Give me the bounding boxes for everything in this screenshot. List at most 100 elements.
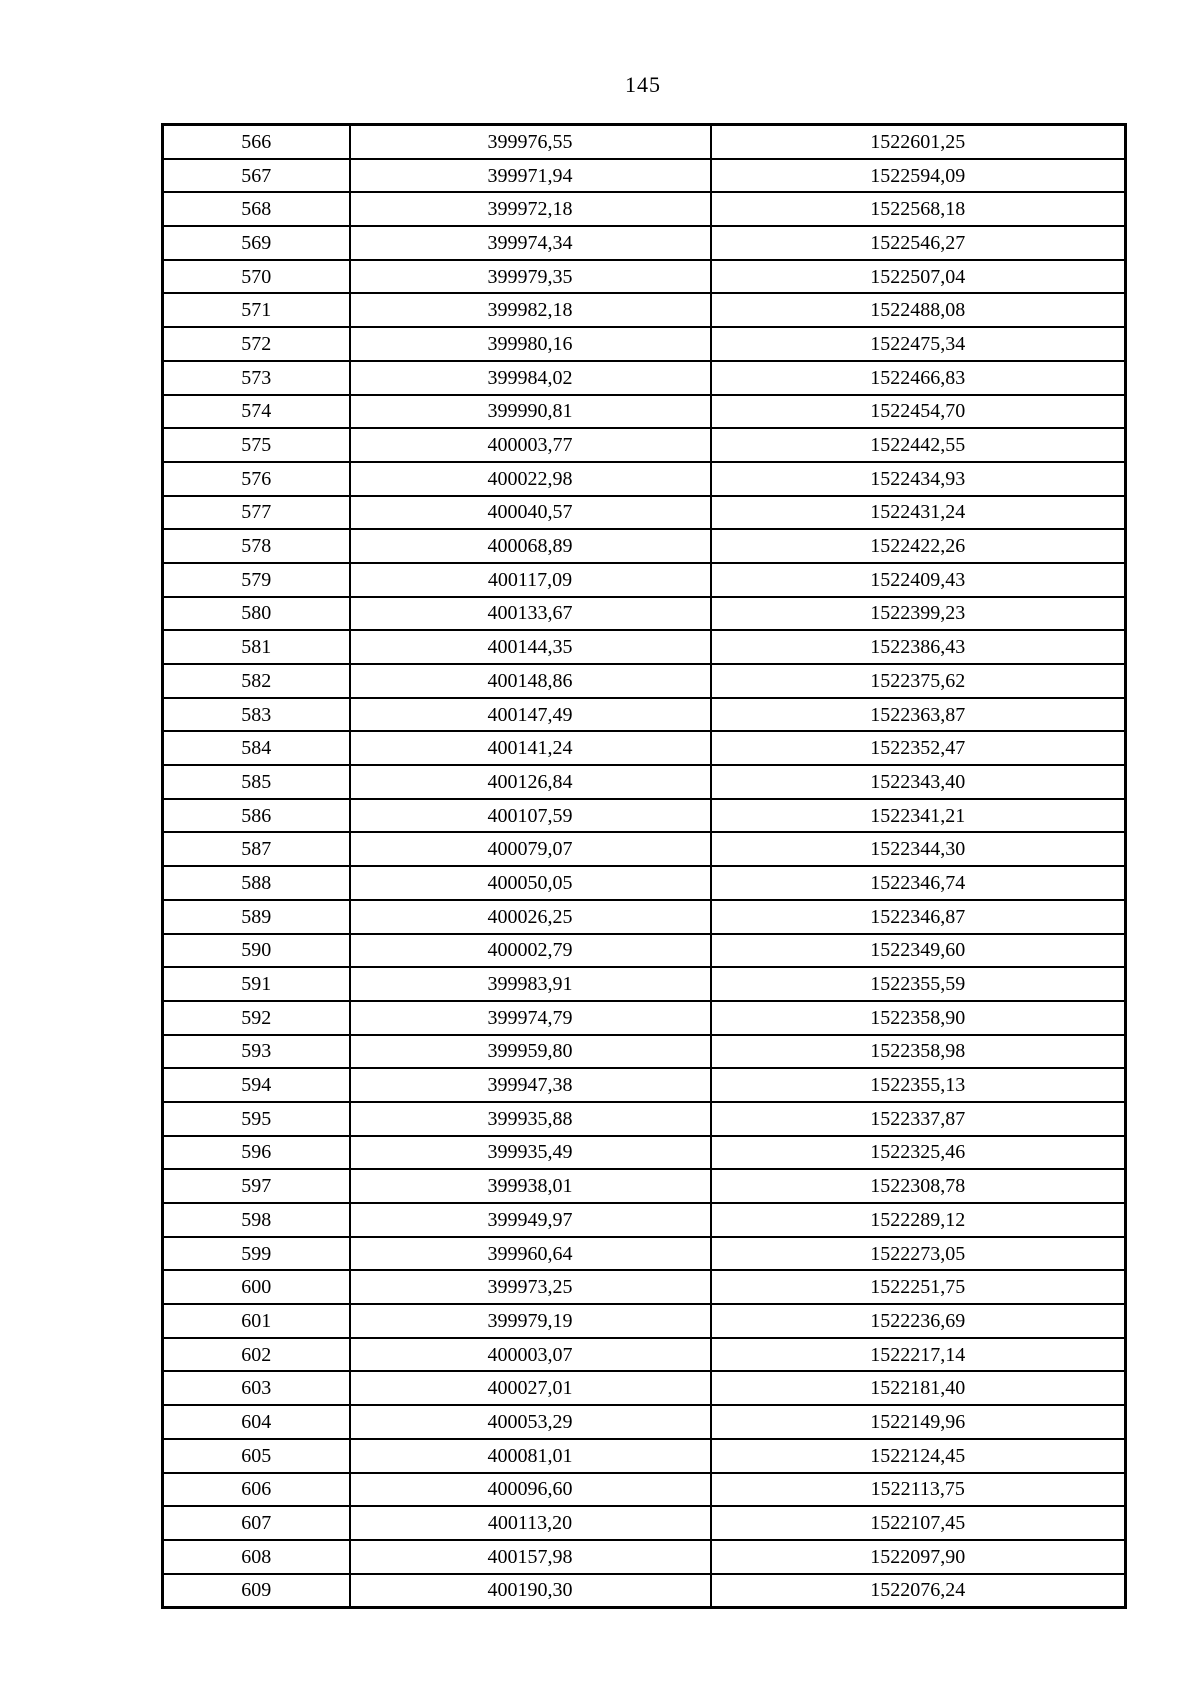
table-row: 592 399974,79 1522358,90 bbox=[161, 999, 1127, 1036]
table-row: 574 399990,81 1522454,70 bbox=[161, 393, 1127, 430]
table-row: 568 399972,18 1522568,18 bbox=[161, 191, 1127, 228]
coordinates-table: 566 399976,55 1522601,25 567 399971,94 152259… bbox=[161, 123, 1127, 1610]
cell-x-coordinate: 400079,07 bbox=[348, 831, 712, 868]
cell-x-coordinate: 400040,57 bbox=[348, 494, 712, 531]
cell-y-coordinate: 1522149,96 bbox=[709, 1404, 1127, 1440]
table-row: 594 399947,38 1522355,13 bbox=[161, 1067, 1127, 1103]
cell-x-coordinate: 399973,25 bbox=[348, 1269, 712, 1306]
table-row: 609 400190,30 1522076,24 bbox=[161, 1572, 1127, 1609]
table-row: 597 399938,01 1522308,78 bbox=[161, 1168, 1127, 1204]
cell-y-coordinate: 1522546,27 bbox=[709, 225, 1127, 261]
cell-point-no: 579 bbox=[161, 561, 351, 598]
table-row: 583 400147,49 1522363,87 bbox=[161, 696, 1127, 733]
cell-y-coordinate: 1522358,98 bbox=[709, 1033, 1127, 1070]
cell-point-no: 600 bbox=[161, 1269, 351, 1306]
cell-x-coordinate: 400147,49 bbox=[348, 696, 712, 733]
cell-point-no: 587 bbox=[161, 831, 351, 868]
cell-x-coordinate: 399976,55 bbox=[348, 123, 712, 160]
cell-x-coordinate: 399960,64 bbox=[348, 1235, 712, 1272]
cell-y-coordinate: 1522181,40 bbox=[709, 1370, 1127, 1407]
cell-y-coordinate: 1522236,69 bbox=[709, 1303, 1127, 1339]
cell-x-coordinate: 400022,98 bbox=[348, 460, 712, 497]
cell-y-coordinate: 1522434,93 bbox=[709, 460, 1127, 497]
cell-point-no: 590 bbox=[161, 932, 351, 969]
table-row: 579 400117,09 1522409,43 bbox=[161, 561, 1127, 598]
table-row: 595 399935,88 1522337,87 bbox=[161, 1100, 1127, 1137]
cell-y-coordinate: 1522344,30 bbox=[709, 831, 1127, 868]
cell-y-coordinate: 1522346,74 bbox=[709, 865, 1127, 901]
cell-x-coordinate: 399984,02 bbox=[348, 359, 712, 396]
cell-x-coordinate: 400113,20 bbox=[348, 1505, 712, 1541]
table-row: 603 400027,01 1522181,40 bbox=[161, 1370, 1127, 1407]
cell-point-no: 588 bbox=[161, 865, 351, 901]
cell-x-coordinate: 400190,30 bbox=[348, 1572, 712, 1609]
cell-y-coordinate: 1522466,83 bbox=[709, 359, 1127, 396]
cell-point-no: 602 bbox=[161, 1336, 351, 1373]
page-number: 145 bbox=[625, 72, 661, 97]
table-row: 584 400141,24 1522352,47 bbox=[161, 730, 1127, 767]
table-row: 589 400026,25 1522346,87 bbox=[161, 898, 1127, 935]
cell-y-coordinate: 1522431,24 bbox=[709, 494, 1127, 531]
table-row: 604 400053,29 1522149,96 bbox=[161, 1404, 1127, 1440]
cell-x-coordinate: 400133,67 bbox=[348, 595, 712, 632]
cell-y-coordinate: 1522409,43 bbox=[709, 561, 1127, 598]
cell-point-no: 595 bbox=[161, 1100, 351, 1137]
table-row: 581 400144,35 1522386,43 bbox=[161, 629, 1127, 665]
table-row: 596 399935,49 1522325,46 bbox=[161, 1134, 1127, 1171]
cell-y-coordinate: 1522097,90 bbox=[709, 1538, 1127, 1575]
cell-point-no: 568 bbox=[161, 191, 351, 228]
cell-x-coordinate: 399947,38 bbox=[348, 1067, 712, 1103]
cell-y-coordinate: 1522454,70 bbox=[709, 393, 1127, 430]
table-row: 608 400157,98 1522097,90 bbox=[161, 1538, 1127, 1575]
cell-y-coordinate: 1522337,87 bbox=[709, 1100, 1127, 1137]
cell-y-coordinate: 1522358,90 bbox=[709, 999, 1127, 1036]
table-row: 577 400040,57 1522431,24 bbox=[161, 494, 1127, 531]
cell-y-coordinate: 1522363,87 bbox=[709, 696, 1127, 733]
cell-point-no: 571 bbox=[161, 292, 351, 329]
cell-x-coordinate: 400081,01 bbox=[348, 1437, 712, 1474]
cell-y-coordinate: 1522442,55 bbox=[709, 427, 1127, 463]
cell-x-coordinate: 400026,25 bbox=[348, 898, 712, 935]
table-row: 585 400126,84 1522343,40 bbox=[161, 764, 1127, 800]
table-row: 575 400003,77 1522442,55 bbox=[161, 427, 1127, 463]
cell-x-coordinate: 399983,91 bbox=[348, 966, 712, 1002]
table-row: 571 399982,18 1522488,08 bbox=[161, 292, 1127, 329]
cell-x-coordinate: 400003,07 bbox=[348, 1336, 712, 1373]
cell-x-coordinate: 400107,59 bbox=[348, 797, 712, 834]
cell-y-coordinate: 1522251,75 bbox=[709, 1269, 1127, 1306]
cell-point-no: 601 bbox=[161, 1303, 351, 1339]
cell-x-coordinate: 400144,35 bbox=[348, 629, 712, 665]
cell-x-coordinate: 400050,05 bbox=[348, 865, 712, 901]
table-row: 580 400133,67 1522399,23 bbox=[161, 595, 1127, 632]
table-row: 588 400050,05 1522346,74 bbox=[161, 865, 1127, 901]
cell-x-coordinate: 399979,35 bbox=[348, 258, 712, 295]
cell-x-coordinate: 399982,18 bbox=[348, 292, 712, 329]
table-row: 598 399949,97 1522289,12 bbox=[161, 1202, 1127, 1238]
cell-x-coordinate: 399974,79 bbox=[348, 999, 712, 1036]
cell-x-coordinate: 399972,18 bbox=[348, 191, 712, 228]
coordinates-table-body: 566 399976,55 1522601,25 567 399971,94 152259… bbox=[161, 123, 1127, 1609]
cell-x-coordinate: 399938,01 bbox=[348, 1168, 712, 1204]
table-row: 605 400081,01 1522124,45 bbox=[161, 1437, 1127, 1474]
table-row: 602 400003,07 1522217,14 bbox=[161, 1336, 1127, 1373]
cell-point-no: 598 bbox=[161, 1202, 351, 1238]
cell-y-coordinate: 1522386,43 bbox=[709, 629, 1127, 665]
cell-y-coordinate: 1522352,47 bbox=[709, 730, 1127, 767]
cell-x-coordinate: 399959,80 bbox=[348, 1033, 712, 1070]
table-row: 587 400079,07 1522344,30 bbox=[161, 831, 1127, 868]
cell-y-coordinate: 1522346,87 bbox=[709, 898, 1127, 935]
cell-point-no: 574 bbox=[161, 393, 351, 430]
table-row: 572 399980,16 1522475,34 bbox=[161, 326, 1127, 362]
table-row: 586 400107,59 1522341,21 bbox=[161, 797, 1127, 834]
cell-point-no: 596 bbox=[161, 1134, 351, 1171]
cell-x-coordinate: 399949,97 bbox=[348, 1202, 712, 1238]
cell-point-no: 570 bbox=[161, 258, 351, 295]
cell-y-coordinate: 1522594,09 bbox=[709, 157, 1127, 194]
table-row: 582 400148,86 1522375,62 bbox=[161, 663, 1127, 699]
cell-x-coordinate: 400117,09 bbox=[348, 561, 712, 598]
cell-point-no: 566 bbox=[161, 123, 351, 160]
cell-y-coordinate: 1522107,45 bbox=[709, 1505, 1127, 1541]
cell-x-coordinate: 400148,86 bbox=[348, 663, 712, 699]
cell-y-coordinate: 1522475,34 bbox=[709, 326, 1127, 362]
